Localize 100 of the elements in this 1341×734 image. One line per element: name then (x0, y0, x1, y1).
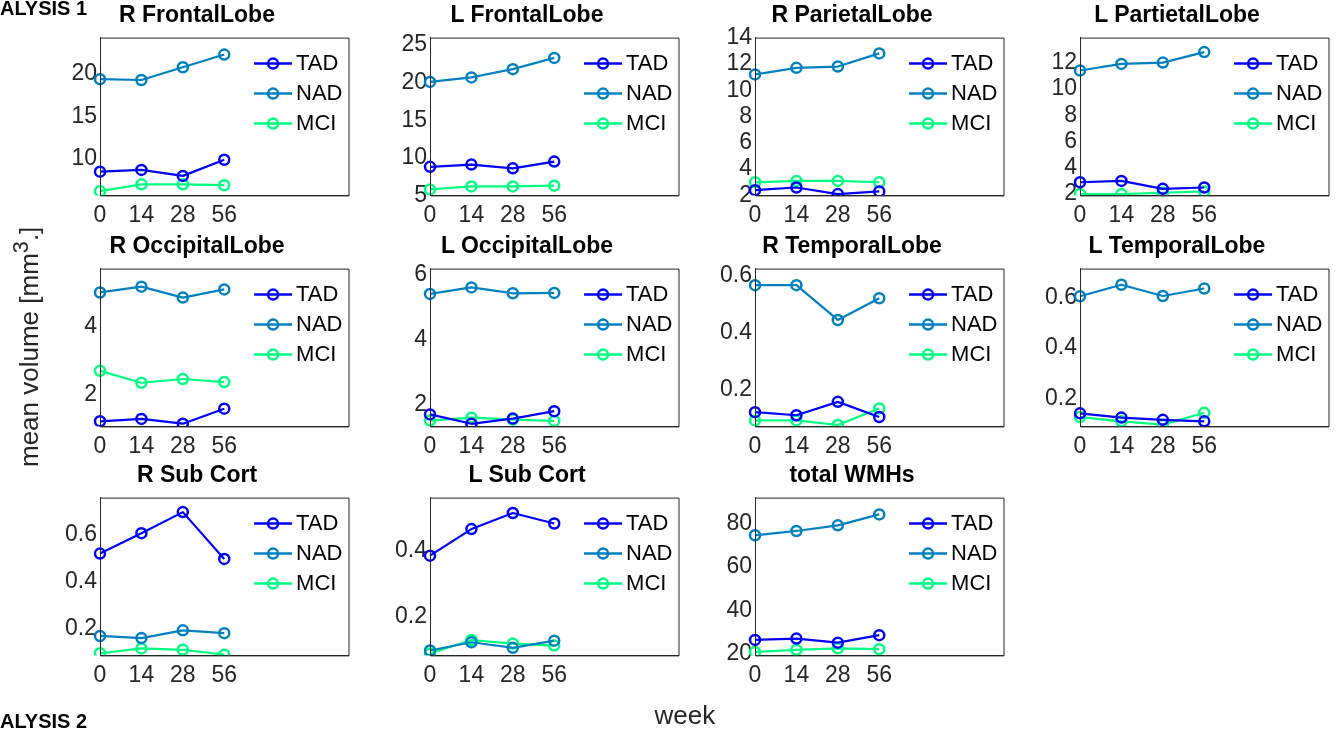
x-tick-label: 56 (211, 431, 238, 458)
x-tick-label: 0 (423, 431, 437, 458)
legend-label: TAD (296, 509, 339, 535)
legend-label: NAD (951, 539, 998, 565)
x-tick-label: 28 (500, 431, 526, 458)
y-tick-label: 0.2 (1045, 383, 1077, 410)
chart-title: L TemporalLobe (1088, 232, 1266, 259)
legend-label: NAD (626, 79, 673, 105)
chart-title: R ParietalLobe (771, 1, 933, 28)
chart-title: total WMHs (789, 461, 915, 488)
y-tick-label: 80 (726, 509, 752, 536)
y-tick-label: 15 (401, 105, 427, 132)
legend-label: TAD (1276, 49, 1319, 75)
x-tick-label: 14 (128, 431, 155, 458)
legend-label: MCI (626, 109, 667, 135)
y-tick-label: 60 (726, 552, 752, 579)
legend-label: MCI (1276, 109, 1317, 135)
legend-label: MCI (1276, 340, 1317, 366)
y-tick-label: 10 (401, 143, 427, 170)
y-tick-label: 10 (726, 75, 752, 102)
x-tick-label: 56 (541, 200, 568, 227)
y-tick-label: 0.4 (720, 317, 753, 344)
y-tick-label: 0.2 (720, 374, 752, 401)
y-tick-label: 0.4 (1045, 333, 1078, 360)
x-tick-label: 28 (500, 200, 526, 227)
y-tick-label: 2 (414, 389, 427, 416)
x-tick-label: 28 (500, 660, 526, 687)
chart-title: L Sub Cort (468, 461, 586, 488)
y-tick-label: 4 (84, 311, 98, 338)
x-axis-title: week (654, 700, 716, 731)
x-tick-label: 28 (1150, 431, 1176, 458)
x-tick-label: 28 (1150, 200, 1176, 227)
x-tick-label: 28 (170, 431, 196, 458)
y-tick-label: 12 (726, 49, 752, 76)
x-tick-label: 14 (783, 431, 810, 458)
x-tick-label: 56 (1191, 431, 1218, 458)
x-tick-label: 14 (783, 200, 810, 227)
x-tick-label: 0 (1073, 431, 1087, 458)
x-tick-label: 14 (458, 431, 485, 458)
y-tick-label: 0.2 (65, 613, 97, 640)
legend-label: TAD (626, 49, 669, 75)
legend-label: TAD (296, 280, 339, 306)
y-tick-label: 6 (414, 260, 427, 287)
y-tick-label: 0.6 (65, 519, 97, 546)
text: ALYSIS 2 (0, 710, 88, 733)
y-tick-label: 0.2 (395, 601, 427, 628)
x-tick-label: 0 (748, 660, 762, 687)
legend-label: TAD (1276, 280, 1319, 306)
legend-label: TAD (626, 509, 669, 535)
x-tick-label: 0 (748, 431, 762, 458)
x-tick-label: 28 (825, 431, 851, 458)
x-tick-label: 56 (1191, 200, 1218, 227)
legend-label: NAD (626, 310, 673, 336)
legend-label: MCI (951, 569, 992, 595)
x-tick-label: 0 (93, 431, 107, 458)
y-tick-label: 0.4 (65, 566, 98, 593)
legend-label: TAD (951, 49, 994, 75)
y-tick-label: 4 (414, 325, 428, 352)
chart-title: R TemporalLobe (762, 232, 942, 259)
x-tick-label: 0 (93, 660, 107, 687)
y-tick-label: 40 (726, 595, 752, 622)
y-tick-label: 2 (84, 380, 97, 407)
legend-label: NAD (296, 539, 343, 565)
legend-label: MCI (626, 340, 667, 366)
y-tick-label: 0.6 (720, 260, 752, 287)
x-tick-label: 14 (458, 660, 485, 687)
chart-title: R FrontalLobe (119, 1, 275, 28)
legend-label: NAD (296, 79, 343, 105)
legend-label: NAD (951, 310, 998, 336)
legend-label: NAD (951, 79, 998, 105)
y-tick-label: 8 (1064, 100, 1077, 127)
x-tick-label: 14 (128, 200, 155, 227)
x-tick-label: 14 (128, 660, 155, 687)
y-tick-label: 0.6 (1045, 283, 1077, 310)
y-tick-label: 6 (1064, 126, 1077, 153)
legend-label: NAD (296, 310, 343, 336)
x-tick-label: 28 (825, 200, 851, 227)
x-tick-label: 0 (423, 660, 437, 687)
x-tick-label: 56 (211, 200, 238, 227)
y-tick-label: 15 (71, 101, 97, 128)
y-tick-label: 14 (726, 22, 753, 49)
legend-label: NAD (1276, 310, 1323, 336)
x-tick-label: 56 (866, 200, 893, 227)
x-tick-label: 14 (1108, 200, 1135, 227)
legend-label: TAD (626, 280, 669, 306)
y-tick-label: 10 (71, 144, 97, 171)
legend-label: TAD (951, 509, 994, 535)
legend-label: MCI (296, 569, 337, 595)
y-tick-label: 4 (1064, 153, 1078, 180)
x-tick-label: 28 (825, 660, 851, 687)
legend-label: TAD (951, 280, 994, 306)
legend-label: NAD (626, 539, 673, 565)
x-tick-label: 56 (866, 660, 893, 687)
legend-label: MCI (296, 109, 337, 135)
x-tick-label: 14 (458, 200, 485, 227)
y-tick-label: 25 (401, 30, 427, 57)
y-tick-label: 8 (739, 101, 752, 128)
y-tick-label: 20 (71, 59, 97, 86)
legend-label: TAD (296, 49, 339, 75)
chart-title: R OccipitalLobe (109, 232, 285, 259)
